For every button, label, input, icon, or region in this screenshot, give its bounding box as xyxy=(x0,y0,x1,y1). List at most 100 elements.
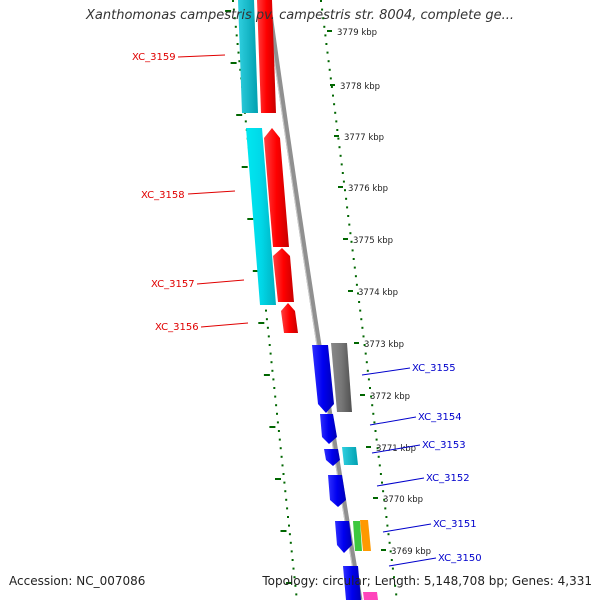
inner-tick-dot xyxy=(393,576,395,579)
outer-tick-dot xyxy=(232,8,235,11)
inner-tick-dot xyxy=(322,17,325,20)
gene-xc-3151-orange[interactable] xyxy=(360,520,371,551)
outer-tick-dot xyxy=(284,490,287,493)
inner-tick-dot xyxy=(387,533,390,536)
genome-title: Xanthomonas campestris pv. campestris st… xyxy=(86,8,514,23)
inner-tick-dot xyxy=(350,240,353,243)
inner-tick-dot xyxy=(329,77,332,80)
gene-xc-3150-pink[interactable] xyxy=(363,592,378,600)
kbp-tick-label: 3779 kbp xyxy=(337,28,377,38)
inner-tick-dot xyxy=(382,490,385,493)
kbp-tick-mark xyxy=(360,394,365,396)
outer-tick-dot xyxy=(270,361,273,364)
inner-tick-dot xyxy=(364,352,367,355)
kbp-tick-mark xyxy=(330,84,335,86)
gene-label-xc-3153[interactable]: XC_3153 xyxy=(422,440,466,451)
gene-xc-3155[interactable] xyxy=(312,345,334,413)
inner-tick-dot xyxy=(339,154,342,157)
gene-xc-3153-blue[interactable] xyxy=(324,449,340,466)
gene-label-xc-3150[interactable]: XC_3150 xyxy=(438,553,482,564)
outer-tick-dot xyxy=(273,387,276,389)
gene-xc-3153[interactable] xyxy=(342,447,358,465)
gene-label-xc-3158[interactable]: XC_3158 xyxy=(141,190,185,201)
outer-tick-dot xyxy=(285,498,288,501)
outer-tick-dot xyxy=(292,567,295,570)
outer-tick-dot xyxy=(276,421,279,424)
outer-tick-dot xyxy=(272,378,275,381)
inner-tick-dot xyxy=(388,541,391,544)
outer-tick-dot xyxy=(291,559,294,561)
kbp-tick-mark xyxy=(348,290,353,292)
genome-summary-text: Topology: circular; Length: 5,148,708 bp… xyxy=(262,574,592,588)
gene-xc-3151[interactable] xyxy=(335,521,352,553)
outer-tick-dot xyxy=(287,516,289,518)
gene-xc-3159-cyan[interactable] xyxy=(238,0,258,113)
outer-major-tick xyxy=(258,322,265,324)
outer-tick-dot xyxy=(275,404,278,407)
gene-xc-3159-red[interactable] xyxy=(257,0,276,113)
kbp-tick-label: 3772 kbp xyxy=(370,392,410,402)
inner-tick-dot xyxy=(395,593,398,596)
outer-tick-dot xyxy=(294,584,297,587)
outer-tick-dot xyxy=(269,352,272,355)
inner-tick-dot xyxy=(320,0,322,2)
inner-tick-dot xyxy=(385,516,388,518)
gene-xc-3155-gray[interactable] xyxy=(331,343,352,412)
outer-tick-dot xyxy=(266,326,269,329)
inner-tick-dot xyxy=(336,129,339,131)
inner-tick-dot xyxy=(362,335,365,338)
inner-tick-dot xyxy=(394,584,397,587)
gene-label-xc-3156[interactable]: XC_3156 xyxy=(155,322,199,333)
gene-label-xc-3154[interactable]: XC_3154 xyxy=(418,412,462,423)
inner-tick-dot xyxy=(344,189,346,192)
gene-xc-3152[interactable] xyxy=(328,475,346,507)
outer-tick-dot xyxy=(288,533,291,536)
gene-label-xc-3157[interactable]: XC_3157 xyxy=(151,279,195,290)
outer-tick-dot xyxy=(234,25,237,28)
inner-tick-dot xyxy=(347,215,350,217)
outer-tick-dot xyxy=(290,550,293,553)
outer-tick-dot xyxy=(289,541,292,544)
outer-major-tick xyxy=(225,10,232,12)
gene-label-xc-3151[interactable]: XC_3151 xyxy=(433,519,477,530)
gene-xc-3150[interactable] xyxy=(343,566,361,600)
inner-tick-dot xyxy=(360,318,363,321)
kbp-tick-label: 3770 kbp xyxy=(383,495,423,505)
inner-tick-dot xyxy=(365,361,368,364)
inner-tick-dot xyxy=(321,8,324,11)
gene-xc-3158-red[interactable] xyxy=(264,128,289,247)
gene-label-xc-3152[interactable]: XC_3152 xyxy=(426,473,470,484)
inner-tick-dot xyxy=(372,412,375,415)
inner-tick-dot xyxy=(363,344,366,346)
outer-tick-dot xyxy=(279,447,282,450)
inner-tick-dot xyxy=(338,146,341,149)
kbp-tick-mark xyxy=(343,238,348,240)
outer-tick-dot xyxy=(239,68,242,71)
inner-tick-dot xyxy=(349,232,352,235)
outer-tick-dot xyxy=(236,43,239,45)
gene-labels: XC_3159 XC_3158 XC_3157 XC_3156 XC_3155 XC_31… xyxy=(132,52,482,567)
inner-tick-dot xyxy=(353,266,356,269)
kbp-tick-label: 3773 kbp xyxy=(364,340,404,350)
gene-label-xc-3155[interactable]: XC_3155 xyxy=(412,363,456,374)
gene-xc-3158[interactable] xyxy=(246,128,276,305)
outer-major-tick xyxy=(263,374,270,376)
gene-xc-3157[interactable] xyxy=(273,248,294,302)
inner-tick-dot xyxy=(374,430,377,432)
gene-xc-3156[interactable] xyxy=(281,303,298,333)
outer-major-tick xyxy=(236,114,243,116)
inner-tick-dot xyxy=(367,378,370,381)
kbp-tick-mark xyxy=(338,186,343,188)
gene-label-xc-3159[interactable]: XC_3159 xyxy=(132,52,176,63)
gene-leader-line xyxy=(376,477,425,487)
outer-major-tick xyxy=(286,582,293,584)
inner-tick-dot xyxy=(358,301,361,303)
kbp-scale: 3779 kbp 3778 kbp 3777 kbp 3776 kbp 3775 kbp… xyxy=(327,28,431,557)
inner-tick-dot xyxy=(384,507,387,510)
gene-xc-3154[interactable] xyxy=(320,414,337,444)
kbp-tick-label: 3774 kbp xyxy=(358,288,398,298)
outer-tick-dot xyxy=(295,593,298,596)
gene-xc-3151-green[interactable] xyxy=(353,521,362,551)
